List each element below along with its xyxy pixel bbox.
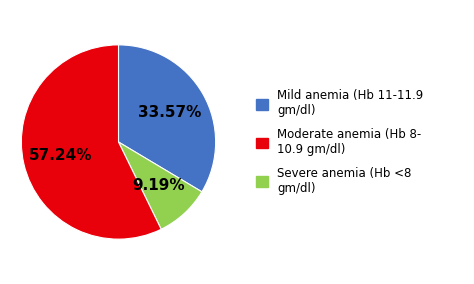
Wedge shape [118, 45, 216, 192]
Text: 33.57%: 33.57% [138, 105, 202, 120]
Wedge shape [21, 45, 161, 239]
Wedge shape [118, 142, 202, 229]
Legend: Mild anemia (Hb 11-11.9
gm/dl), Moderate anemia (Hb 8-
10.9 gm/dl), Severe anemi: Mild anemia (Hb 11-11.9 gm/dl), Moderate… [252, 86, 427, 198]
Text: 57.24%: 57.24% [29, 148, 92, 163]
Text: 9.19%: 9.19% [132, 178, 185, 193]
